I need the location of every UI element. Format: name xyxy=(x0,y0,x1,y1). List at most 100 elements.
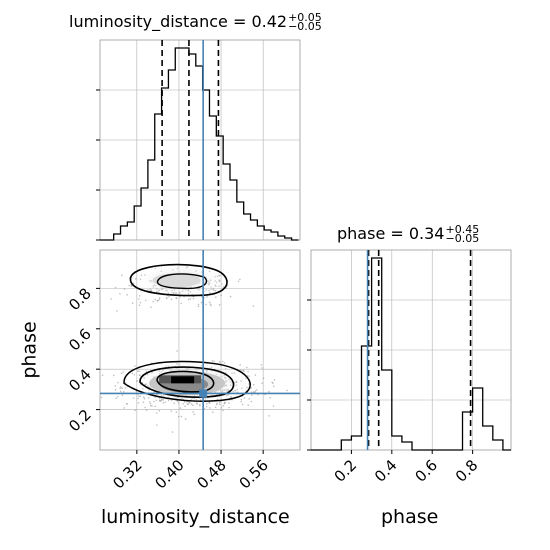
sample-point xyxy=(162,402,165,404)
sample-point xyxy=(190,403,193,405)
y-axis-label-phase: phase xyxy=(18,321,41,379)
sample-point xyxy=(154,405,157,408)
x-tick-label: 0.32 xyxy=(109,456,145,492)
hist-phase-panel: 0.2 0.4 0.6 0.8 xyxy=(307,249,512,486)
truth-marker xyxy=(199,389,208,398)
sample-point xyxy=(179,407,182,409)
sample-point xyxy=(260,364,263,366)
grid-lines xyxy=(100,40,300,240)
sample-point xyxy=(158,297,161,299)
sample-point xyxy=(184,418,187,420)
sample-point xyxy=(122,371,124,373)
sample-point xyxy=(131,372,134,375)
title-sup: +0.05 xyxy=(288,10,322,24)
hist-luminosity-distance-panel xyxy=(96,39,301,241)
sample-point xyxy=(206,403,208,405)
title-sub: −0.05 xyxy=(288,19,322,33)
sample-point xyxy=(193,413,196,416)
sample-point xyxy=(119,292,121,295)
sample-point xyxy=(197,303,200,306)
sample-point xyxy=(114,385,117,387)
sample-point xyxy=(216,402,218,405)
sample-point xyxy=(187,298,190,301)
sample-point xyxy=(182,403,184,405)
sample-point xyxy=(110,298,112,300)
sample-point xyxy=(261,367,263,369)
sample-point xyxy=(158,410,160,412)
sample-point xyxy=(222,405,225,407)
sample-point xyxy=(205,303,207,306)
sample-point xyxy=(299,377,300,380)
sample-point xyxy=(123,288,126,290)
sample-point xyxy=(197,305,200,308)
sample-point xyxy=(134,365,136,367)
sample-point xyxy=(250,391,253,393)
sample-point xyxy=(175,411,178,413)
sample-point xyxy=(170,410,173,412)
density-region xyxy=(171,376,195,384)
sample-point xyxy=(214,296,217,298)
sample-point xyxy=(143,397,146,400)
sample-point xyxy=(241,403,244,406)
sample-point xyxy=(138,304,141,307)
sample-point xyxy=(144,406,146,409)
sample-point xyxy=(255,389,258,391)
sample-point xyxy=(120,372,123,375)
sample-point xyxy=(252,305,255,307)
sample-point xyxy=(137,402,140,404)
sample-point xyxy=(251,394,253,396)
sample-point xyxy=(205,405,208,408)
sample-point xyxy=(123,407,125,409)
sample-point xyxy=(254,390,257,392)
sample-point xyxy=(218,401,221,403)
sample-point xyxy=(254,374,257,376)
sample-point xyxy=(156,424,158,426)
x-tick-label: 0.2 xyxy=(331,456,361,486)
sample-point xyxy=(187,403,189,405)
sample-point xyxy=(131,302,134,304)
sample-point xyxy=(257,393,259,396)
sample-point xyxy=(121,387,123,389)
y-tick-label: 0.4 xyxy=(65,365,95,395)
sample-point xyxy=(152,300,155,303)
sample-point xyxy=(184,405,186,408)
x-tick-label: 0.6 xyxy=(411,456,441,486)
quantile-lines xyxy=(367,250,472,450)
sample-point xyxy=(121,394,124,397)
sample-point xyxy=(115,397,118,400)
sample-point xyxy=(224,401,227,404)
x-axis-label-phase: phase xyxy=(381,506,439,528)
sample-point xyxy=(150,404,152,407)
sample-point xyxy=(192,297,195,300)
sample-point xyxy=(200,301,203,304)
sample-point xyxy=(199,403,201,406)
contour-line xyxy=(129,263,228,297)
sample-point xyxy=(228,406,230,409)
title-uncertainty: +0.05 −0.05 xyxy=(288,10,322,33)
sample-point xyxy=(155,399,158,402)
sample-point xyxy=(273,379,276,381)
sample-point xyxy=(261,382,263,385)
sample-point xyxy=(239,278,241,281)
sample-point xyxy=(134,409,137,412)
x-tick-label: 0.48 xyxy=(194,456,230,492)
title-uncertainty: +0.45 −0.05 xyxy=(445,224,479,244)
sample-point xyxy=(212,411,214,414)
sample-point xyxy=(173,402,175,405)
sample-point xyxy=(164,401,167,403)
sample-point xyxy=(268,390,270,393)
x-tick-label: 0.56 xyxy=(236,456,272,492)
sample-point xyxy=(126,402,128,405)
sample-point xyxy=(218,303,221,306)
sample-point xyxy=(149,402,152,405)
y-tick-label: 0.2 xyxy=(65,406,95,436)
sample-point xyxy=(138,294,141,297)
sample-point xyxy=(229,295,232,298)
sample-point xyxy=(147,397,150,399)
sample-point xyxy=(180,415,183,418)
contour-lines xyxy=(123,263,251,402)
sample-point xyxy=(246,366,248,369)
sample-point xyxy=(220,406,223,409)
sample-point xyxy=(166,297,168,300)
